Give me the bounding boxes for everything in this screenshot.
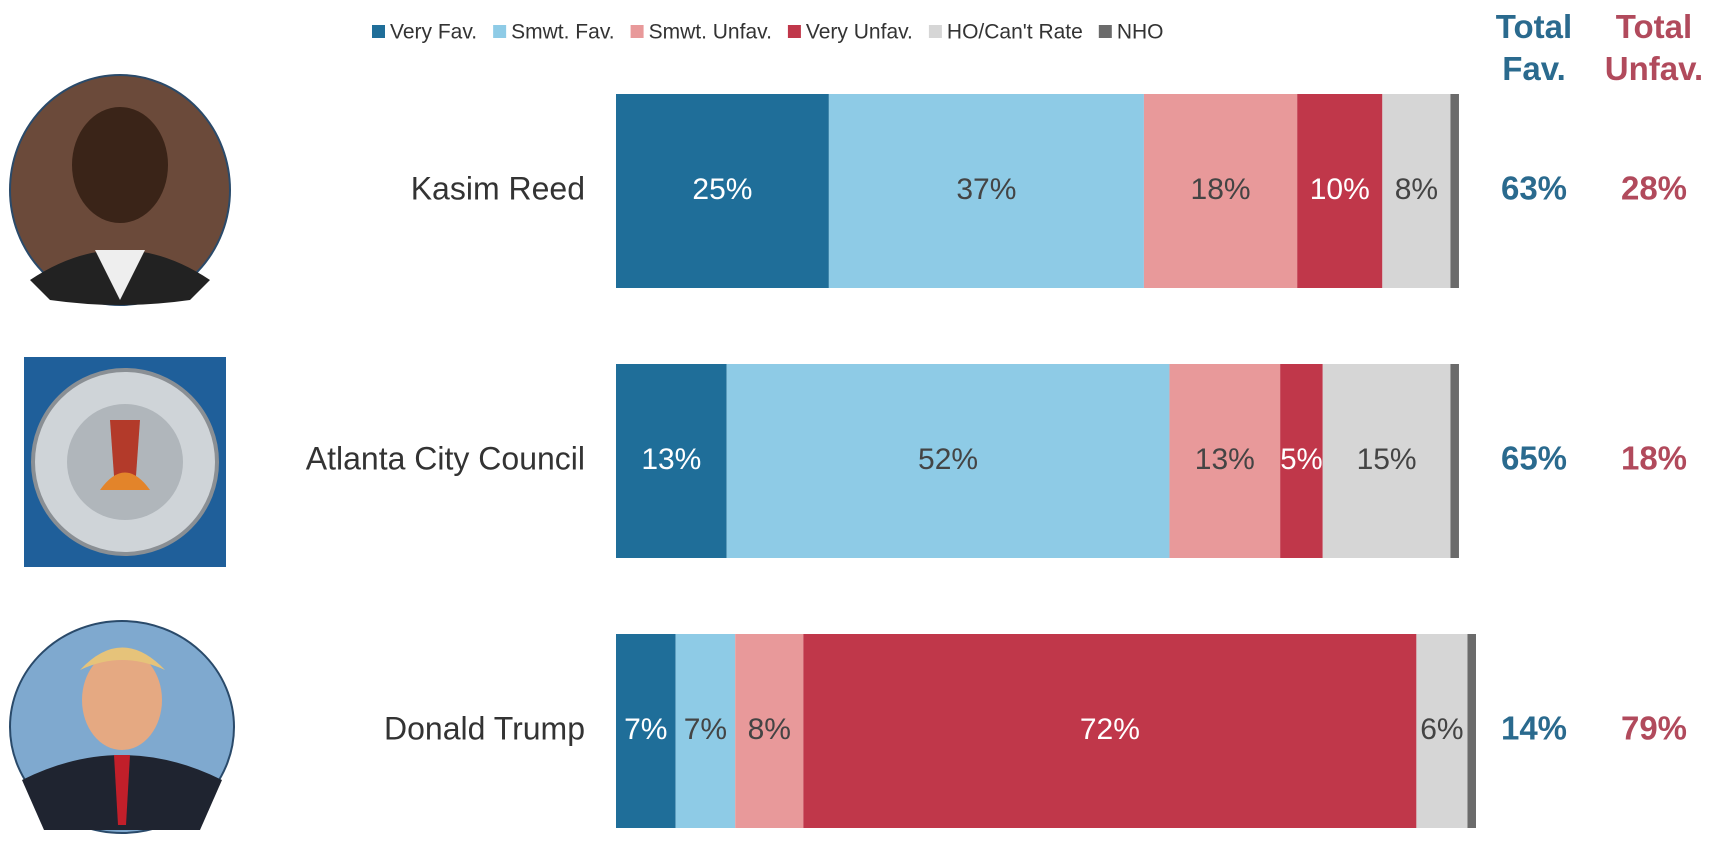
bar-label: 7% [684, 713, 727, 746]
bar-label: 72% [1080, 713, 1140, 746]
bar-label: 25% [692, 173, 752, 206]
bar-segment [616, 94, 829, 288]
bar-segment [616, 364, 727, 558]
total-value: 14% [1501, 710, 1567, 747]
bar-label: 18% [1191, 173, 1251, 206]
bar-segment [1450, 364, 1459, 558]
total-header: Total Fav. [1495, 8, 1573, 87]
bar-label: 10% [1310, 173, 1370, 206]
bar-label: 8% [748, 713, 791, 746]
legend-label: HO/Can't Rate [947, 21, 1083, 44]
bar-segment [675, 634, 736, 828]
bar-segment [616, 634, 676, 828]
legend-swatch [630, 25, 644, 38]
legend-label: NHO [1117, 21, 1164, 44]
total-header: Total Unfav. [1604, 8, 1704, 87]
legend-swatch [493, 25, 507, 38]
bar-segment [1467, 634, 1476, 828]
bar-segment [1297, 94, 1383, 288]
legend-label: Very Unfav. [806, 21, 913, 44]
legend-swatch [1098, 25, 1112, 38]
city-seal [24, 357, 226, 567]
category-label: Donald Trump [384, 710, 585, 746]
legend-label: Very Fav. [390, 21, 477, 44]
total-value: 63% [1501, 170, 1567, 207]
bar-label: 15% [1357, 443, 1417, 476]
total-value: 28% [1621, 170, 1687, 207]
category-label: Atlanta City Council [306, 440, 585, 476]
category-label: Kasim Reed [411, 170, 585, 206]
legend-label: Smwt. Unfav. [649, 21, 772, 44]
legend-swatch [787, 25, 801, 38]
bar-label: 8% [1395, 173, 1438, 206]
portrait-trump [9, 620, 235, 834]
portrait-reed [9, 74, 231, 306]
total-value: 79% [1621, 710, 1687, 747]
bar-segment [1143, 94, 1298, 288]
bar-label: 5% [1280, 443, 1322, 476]
bar-segment [1169, 364, 1281, 558]
bar-segment [828, 94, 1144, 288]
bar-segment [1450, 94, 1459, 288]
total-value: 65% [1501, 440, 1567, 477]
bar-segment [1322, 364, 1451, 558]
bar-label: 37% [956, 173, 1016, 206]
bar-label: 13% [1195, 443, 1255, 476]
bar-label: 7% [624, 713, 667, 746]
bar-segment [735, 634, 804, 828]
legend-label: Smwt. Fav. [511, 21, 614, 44]
bar-segment [1416, 634, 1468, 828]
legend-swatch [372, 25, 385, 38]
legend-swatch [928, 25, 942, 38]
bar-segment [1280, 364, 1323, 558]
bar-segment [803, 634, 1417, 828]
total-value: 18% [1621, 440, 1687, 477]
bar-label: 13% [641, 443, 701, 476]
bar-label: 6% [1420, 713, 1463, 746]
bar-label: 52% [918, 443, 978, 476]
bar-segment [1382, 94, 1451, 288]
bar-segment [726, 364, 1170, 558]
